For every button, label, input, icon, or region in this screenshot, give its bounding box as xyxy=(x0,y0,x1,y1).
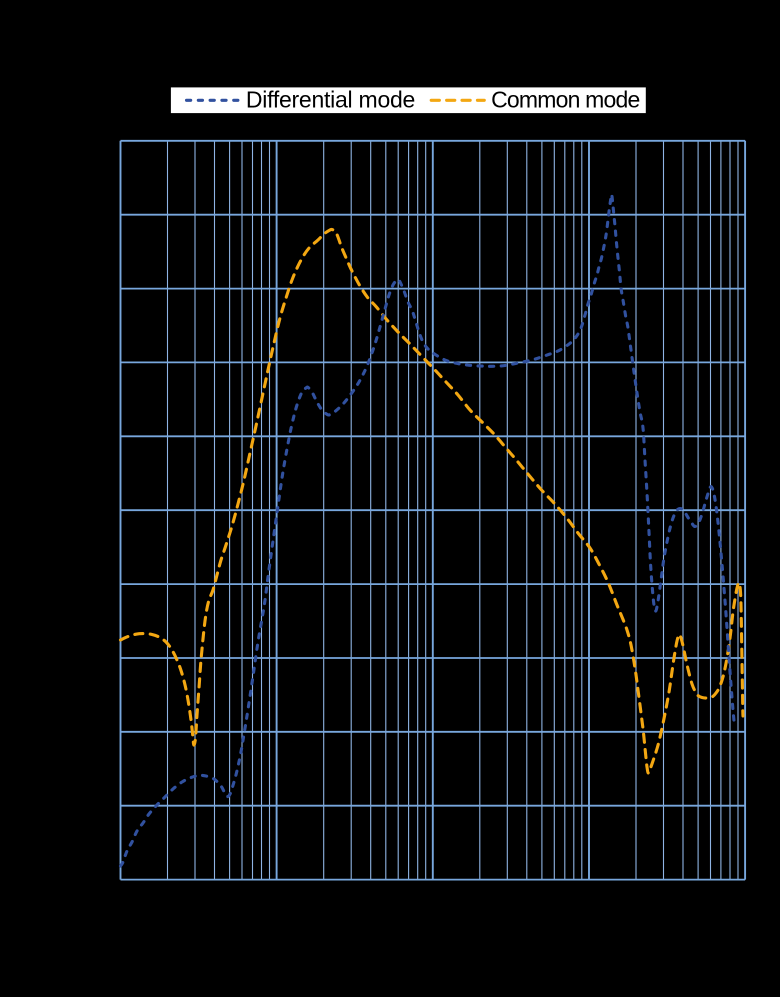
svg-text:Common mode: Common mode xyxy=(491,87,639,113)
svg-text:Differential mode: Differential mode xyxy=(246,87,415,113)
